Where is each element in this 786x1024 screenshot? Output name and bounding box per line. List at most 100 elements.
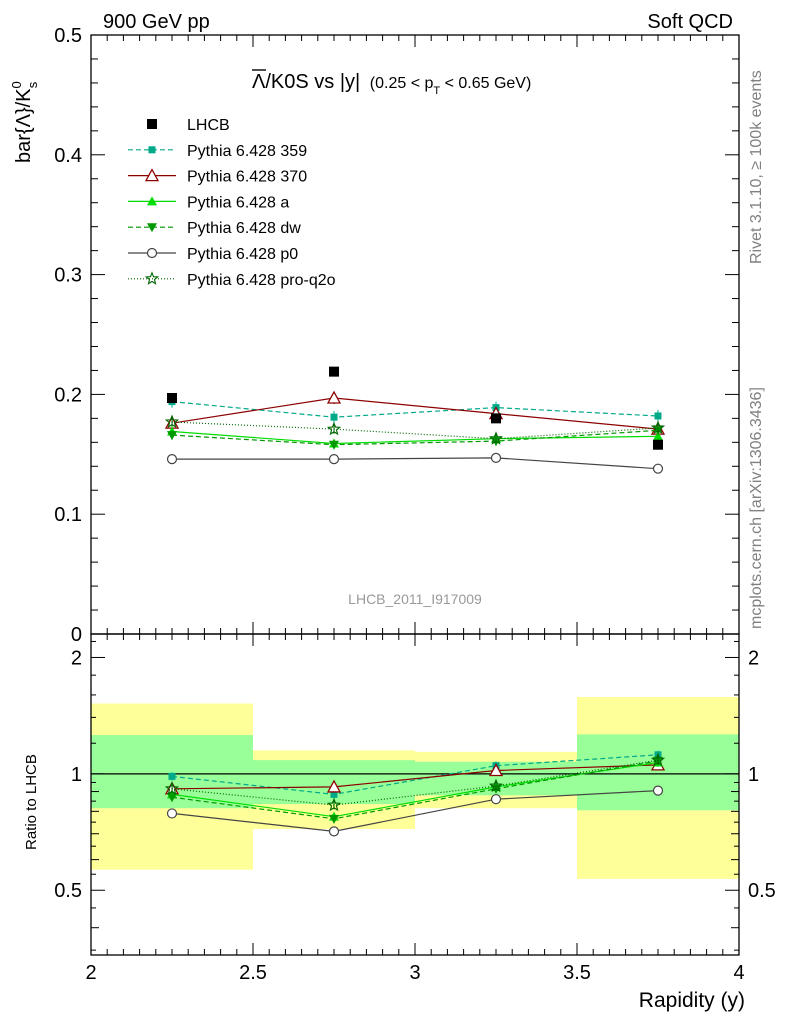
y-tick-label-2: 0.2 bbox=[54, 384, 82, 406]
ratio-3-point-0 bbox=[167, 793, 177, 803]
legend-label-5: Pythia 6.428 pro-q2o bbox=[187, 272, 336, 289]
ratio-4-point-3 bbox=[652, 785, 664, 796]
chart-title-sub-post: < 0.65 GeV) bbox=[440, 75, 531, 92]
data-point-1 bbox=[329, 366, 339, 377]
series-5-point-0 bbox=[164, 414, 180, 429]
watermark: LHCB_2011_I917009 bbox=[348, 591, 482, 607]
ratio-line-3 bbox=[171, 760, 659, 820]
legend-entry-2: Pythia 6.428 a bbox=[128, 194, 289, 211]
y-tick-label-3: 0.3 bbox=[54, 265, 82, 287]
legend-label-data: LHCB bbox=[187, 117, 230, 134]
ratio-band-stat-3 bbox=[577, 734, 739, 811]
ratio-4-point-2 bbox=[490, 794, 502, 805]
y-tick-label-0: 0 bbox=[71, 624, 82, 646]
chart-title-sub-pre: (0.25 < p bbox=[370, 75, 434, 92]
axis-ticks: 2 2.5 3 3.5 4 0 0.1 0.2 0.3 0.4 0.5 0.5 0.5 1 1 2 2 bbox=[54, 25, 776, 984]
series-0 bbox=[168, 395, 662, 424]
legend-label-2: Pythia 6.428 a bbox=[187, 194, 289, 211]
ratio-series-5 bbox=[164, 752, 666, 812]
y-axis-label: bar{Λ}/K0s bbox=[9, 81, 40, 163]
ratio-5-point-1 bbox=[326, 797, 342, 812]
series-4-point-2 bbox=[490, 452, 502, 463]
y-axis-label-main: bar{Λ}/K bbox=[13, 88, 35, 163]
x-tick-label-4: 4 bbox=[733, 962, 744, 984]
legend-entry-3: Pythia 6.428 dw bbox=[128, 220, 301, 237]
series-3-point-1 bbox=[329, 440, 339, 450]
x-tick-label-0: 2 bbox=[85, 962, 96, 984]
ratio-plot-area bbox=[164, 750, 666, 837]
x-tick-label-3: 3.5 bbox=[563, 962, 591, 984]
ratio-0-point-1 bbox=[330, 790, 338, 798]
header-left-label: 900 GeV pp bbox=[103, 11, 210, 33]
legend-marker-5 bbox=[144, 271, 160, 285]
legend-entry-5: Pythia 6.428 pro-q2o bbox=[128, 271, 336, 289]
chart-title-main: Λ/K0S vs |y| bbox=[252, 71, 360, 93]
header-right-label: Soft QCD bbox=[647, 11, 733, 33]
ratio-tick-label-right-1: 1 bbox=[748, 764, 759, 786]
legend-entry-4: Pythia 6.428 p0 bbox=[128, 246, 298, 263]
ratio-series-4 bbox=[166, 785, 664, 837]
legend: LHCB Pythia 6.428 359 Pythia 6.428 370 Pyth… bbox=[128, 117, 336, 289]
series-line-4 bbox=[172, 457, 659, 470]
series-line-2 bbox=[171, 430, 659, 445]
legend-entry-data: LHCB bbox=[147, 117, 230, 134]
main-plot-area bbox=[164, 366, 666, 474]
series-1 bbox=[164, 390, 666, 435]
chart-title: Λ/K0S vs |y| (0.25 < pT < 0.65 GeV) bbox=[252, 71, 531, 97]
ratio-0-point-0 bbox=[168, 772, 176, 780]
ratio-line-5 bbox=[171, 759, 659, 806]
y-axis-label-sub: s bbox=[25, 81, 40, 88]
ratio-5-point-0 bbox=[164, 781, 180, 795]
series-line-5 bbox=[171, 421, 659, 440]
series-4-point-1 bbox=[328, 453, 340, 465]
series-4 bbox=[166, 452, 664, 474]
legend-label-1: Pythia 6.428 370 bbox=[187, 169, 307, 186]
ratio-tick-label-left-1: 1 bbox=[71, 764, 82, 786]
ratio-line-1 bbox=[171, 764, 659, 790]
ratio-tick-label-left-2: 2 bbox=[71, 647, 82, 669]
x-tick-label-2: 3 bbox=[409, 962, 420, 984]
series-line-3 bbox=[171, 429, 659, 446]
data-point-3 bbox=[653, 439, 663, 450]
ratio-5-point-2 bbox=[488, 778, 504, 793]
rivet-label: Rivet 3.1.10, ≥ 100k events bbox=[748, 70, 765, 264]
ratio-1-point-2 bbox=[488, 763, 504, 777]
ratio-4-point-1 bbox=[328, 826, 340, 837]
legend-marker-3 bbox=[147, 223, 157, 233]
series-1-point-1 bbox=[326, 390, 342, 404]
ratio-4-point-0 bbox=[166, 808, 178, 819]
ratio-1-point-1 bbox=[326, 779, 342, 793]
series-5-point-3 bbox=[650, 420, 666, 435]
legend-label-0: Pythia 6.428 359 bbox=[187, 143, 307, 160]
ratio-y-axis-label: Ratio to LHCB bbox=[23, 754, 40, 850]
legend-label-4: Pythia 6.428 p0 bbox=[187, 246, 298, 263]
series-4-point-3 bbox=[652, 463, 664, 474]
x-axis-label: Rapidity (y) bbox=[639, 989, 745, 1012]
data-point-2 bbox=[491, 413, 501, 424]
ratio-line-0 bbox=[171, 754, 659, 796]
ratio-5-point-3 bbox=[650, 752, 666, 767]
y-tick-label-1: 0.1 bbox=[54, 504, 82, 526]
series-5-point-1 bbox=[326, 421, 342, 436]
series-5 bbox=[164, 414, 666, 445]
series-4-point-0 bbox=[166, 453, 178, 465]
ratio-tick-label-right-2: 2 bbox=[748, 647, 759, 669]
legend-marker-1 bbox=[144, 168, 160, 182]
ratio-tick-label-left-0: 0.5 bbox=[54, 880, 82, 902]
chart-title-sub-index: T bbox=[433, 85, 440, 97]
legend-entry-0: Pythia 6.428 359 bbox=[128, 143, 307, 160]
ratio-tick-label-right-0: 0.5 bbox=[748, 880, 776, 902]
x-tick-label-1: 2.5 bbox=[239, 962, 267, 984]
series-5-point-2 bbox=[488, 431, 504, 445]
y-tick-label-4: 0.4 bbox=[54, 145, 82, 167]
series-0-point-1 bbox=[330, 413, 338, 421]
y-axis-label-sup: 0 bbox=[9, 81, 24, 88]
legend-marker-4 bbox=[146, 247, 158, 259]
ratio-3-point-1 bbox=[329, 814, 339, 824]
legend-label-3: Pythia 6.428 dw bbox=[187, 220, 301, 237]
data-point-0 bbox=[167, 392, 177, 403]
legend-marker-2 bbox=[147, 196, 157, 206]
ratio-line-4 bbox=[171, 790, 659, 833]
legend-entry-1: Pythia 6.428 370 bbox=[128, 168, 307, 186]
series-line-1 bbox=[171, 397, 659, 430]
